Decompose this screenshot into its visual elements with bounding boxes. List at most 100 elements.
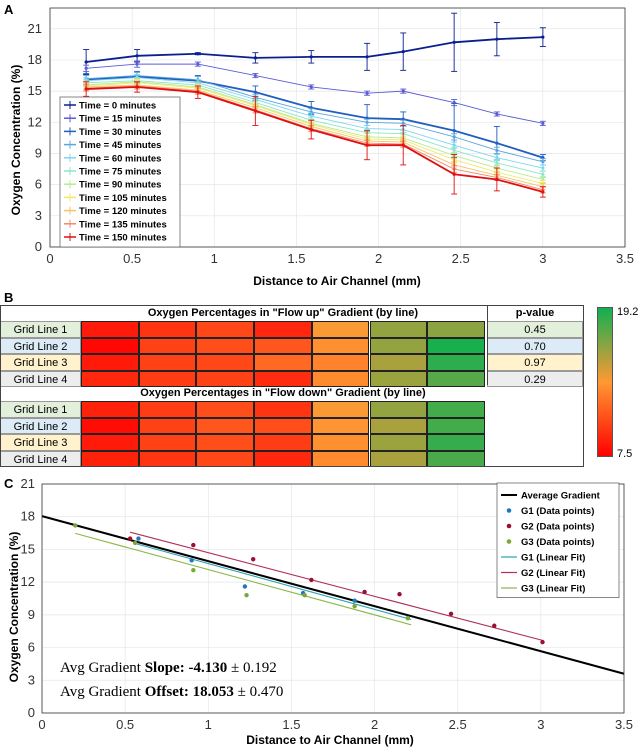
heatmap-cell [138,337,197,355]
a-y-tick-label: 6 [35,177,42,192]
panel-letter-c: C [4,476,14,491]
c-legend-label: G2 (Linear Fit) [521,568,585,579]
c-data-point [405,615,411,621]
c-x-tick-label: 3.5 [615,717,633,732]
heatmap-cell [369,321,428,338]
grid-line-label: Grid Line 4 [0,370,81,388]
heatmap-cell [81,337,139,355]
c-x-tick-label: 0 [38,717,45,732]
grid-line-label: Grid Line 4 [0,450,81,468]
a-legend-label: Time = 15 minutes [79,114,161,125]
a-data-point [253,109,257,113]
a-data-point [196,52,200,56]
heatmap-cell [81,450,139,468]
a-legend-label: Time = 120 minutes [79,206,167,217]
a-data-point [365,143,369,147]
heatmap-cell [311,417,370,435]
heatmap-cell [81,417,139,435]
heatmap-cell [196,401,255,418]
c-x-tick-label: 2.5 [449,717,467,732]
a-data-point [452,143,456,147]
c-data-point [191,567,196,573]
heatmap-title: Oxygen Percentages in "Flow down" Gradie… [140,387,426,399]
a-series-line [86,81,543,180]
a-series-line [86,84,543,188]
a-data-point [541,160,545,164]
a-data-point [309,127,313,132]
a-series [83,12,546,198]
a-y-tick-label: 9 [35,145,42,160]
a-y-tick-label: 15 [28,83,42,98]
c-data-point [244,593,249,598]
a-data-point [541,166,545,170]
c-data-point [492,623,497,628]
a-data-point [253,90,257,94]
heatmap-cell [427,417,485,435]
a-series-group [83,81,546,198]
a-legend: Time = 0 minutes Time = 15 minutes Time = … [64,101,167,244]
heatmap-title: Oxygen Percentages in "Flow up" Gradient… [147,307,419,319]
c-legend-frame [496,482,620,598]
chart-c: 0 0.5 1 1.5 2 2.5 3 3.5 0 3 6 9 12 15 18 21 Average Gra… [7,479,633,747]
a-data-point [253,56,257,60]
c-data-point [448,611,454,616]
heatmap-cell [369,401,428,418]
a-data-point [365,91,369,95]
c-legend-label: G1 (Linear Fit) [521,553,585,564]
chart-a: 0 0.5 1 1.5 2 2.5 3 3.5 0 3 6 9 12 15 18 21 Time = 0 mi… [9,7,634,288]
c-data-point [136,536,141,541]
slope-annotation: Avg Gradient Slope: -4.130 ± 0.192 [60,660,277,676]
a-data-point [365,120,369,124]
c-data-point [309,577,314,583]
a-data-point [495,37,499,41]
a-data-point [196,62,200,66]
c-legend-label: G3 (Linear Fit) [521,584,585,595]
heatmap-cell [81,434,139,451]
heatmap-cell [196,434,255,451]
heatmap-cell [138,401,197,418]
a-data-point [541,35,545,39]
pvalue-divider [487,305,488,385]
a-data-point [452,172,456,176]
a-data-point [495,141,499,145]
panel-letter-b: B [4,290,14,305]
heatmap-cell [369,337,428,355]
colorbar-min-label: 7.5 [617,448,633,460]
heatmap-cell [369,450,428,468]
heatmap-cell [427,450,485,468]
c-group [133,536,412,621]
heatmap-cell [254,337,312,355]
a-legend-label: Time = 150 minutes [79,233,167,244]
c-y-axis-title: Oxygen Concentration (%) [7,532,21,683]
heatmap-cell [427,321,485,338]
grid-line-label: Grid Line 2 [0,417,81,435]
heatmap-cell [254,434,312,451]
c-y-tick-label: 6 [28,640,35,655]
c-data-point [242,584,248,589]
a-data-point [495,156,499,160]
grid-line-label: Grid Line 1 [0,401,81,418]
heatmap-cell [81,401,139,418]
heatmap-cell [311,370,370,388]
a-data-point [541,172,545,176]
a-data-point [495,177,499,182]
c-y-tick-label: 0 [28,705,35,720]
a-series-line [86,63,543,124]
heatmap-cell [311,401,370,418]
a-legend-label: Time = 90 minutes [79,180,161,191]
heatmap-cell [311,450,370,468]
c-x-tick-label: 0.5 [116,717,134,732]
a-y-tick-label: 21 [28,21,42,36]
a-data-point [135,62,139,66]
a-data-point [401,50,405,54]
c-data-point [397,591,402,597]
a-data-point [401,143,405,147]
a-y-axis-title: Oxygen Concentration (%) [9,65,23,216]
grid-line-label: Grid Line 3 [0,434,81,451]
a-data-point [84,66,88,70]
a-legend-label: Time = 75 minutes [79,167,161,178]
heatmap-cell [427,401,485,418]
c-data-point [540,639,545,645]
heatmap-cell [311,354,370,371]
a-series-line [86,75,544,159]
